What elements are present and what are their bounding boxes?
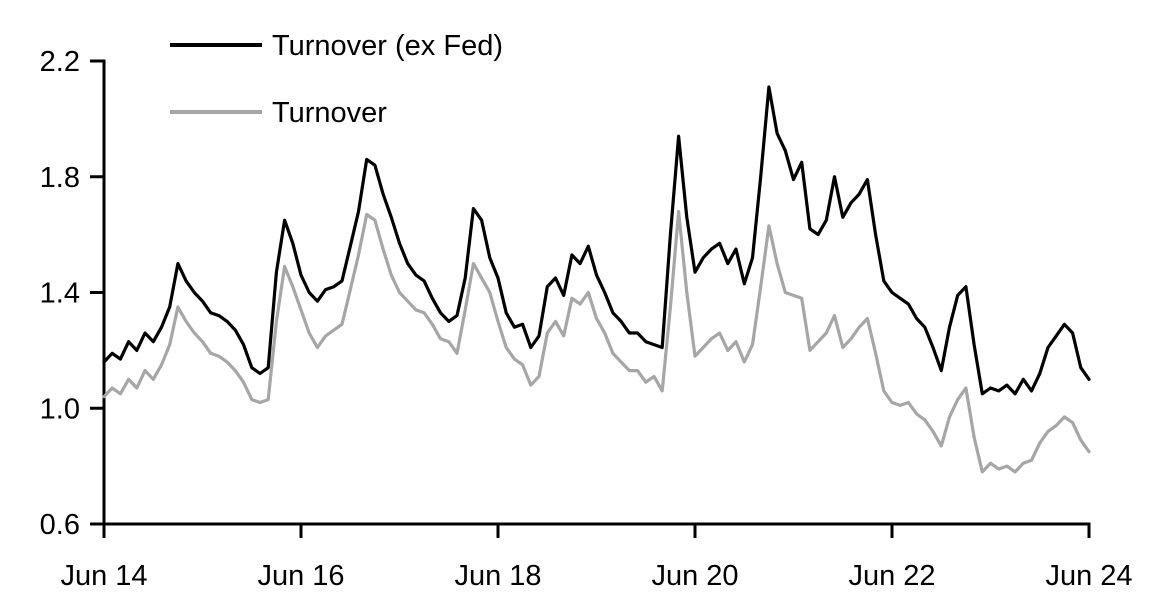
- data-series: [102, 85, 1091, 474]
- y-tick-label: 1.0: [40, 393, 80, 425]
- x-tick-label: Jun 20: [651, 560, 738, 592]
- y-axis-tick-labels: 0.6 1.0 1.4 1.8 2.2: [40, 46, 80, 541]
- x-tick-label: Jun 24: [1045, 560, 1132, 592]
- y-tick-label: 1.8: [40, 162, 80, 194]
- y-tick-label: 1.4: [40, 278, 80, 310]
- legend-label-turnover-ex-fed: Turnover (ex Fed): [272, 30, 503, 62]
- x-axis-tick-labels: Jun 14 Jun 16 Jun 18 Jun 20 Jun 22 Jun 24: [60, 560, 1132, 592]
- y-axis-ticks: [90, 59, 104, 526]
- series-line-turnover: [102, 209, 1091, 474]
- x-tick-label: Jun 14: [60, 560, 147, 592]
- x-tick-label: Jun 18: [454, 560, 541, 592]
- axes: [102, 59, 1091, 526]
- x-axis-ticks: [102, 524, 1091, 538]
- y-tick-label: 0.6: [40, 509, 80, 541]
- series-line-turnover-ex-fed: [102, 85, 1091, 396]
- x-tick-label: Jun 16: [257, 560, 344, 592]
- legend: Turnover (ex Fed) Turnover: [170, 30, 503, 129]
- legend-label-turnover: Turnover: [272, 97, 387, 129]
- y-tick-label: 2.2: [40, 46, 80, 78]
- x-tick-label: Jun 22: [848, 560, 935, 592]
